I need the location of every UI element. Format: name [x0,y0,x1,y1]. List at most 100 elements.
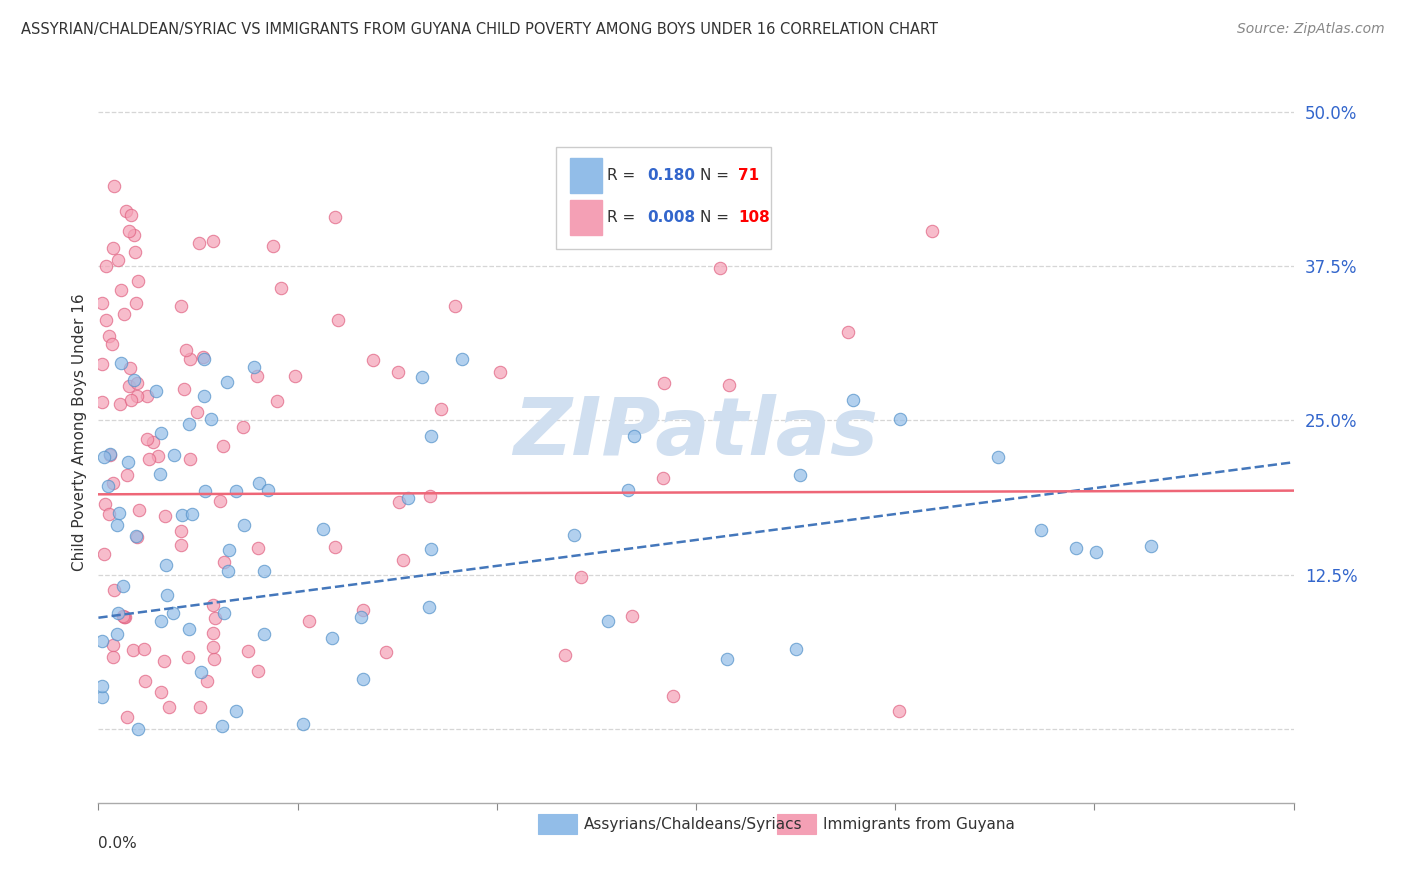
Text: Source: ZipAtlas.com: Source: ZipAtlas.com [1237,22,1385,37]
Point [94,497,117,511]
Point [117,455,139,469]
Point [100,337,122,351]
Point [247,475,270,490]
Point [193,351,215,366]
Point [134,641,156,656]
Point [150,614,173,628]
Point [149,685,172,699]
Point [420,542,443,557]
Point [621,609,644,624]
Point [110,283,132,297]
Point [98,447,121,461]
Point [103,583,125,598]
Point [181,508,204,522]
Point [554,648,576,662]
Point [103,178,125,193]
Point [179,452,201,467]
Point [91,357,114,371]
Point [157,700,180,714]
Point [138,452,160,467]
Point [146,449,169,463]
Point [562,528,585,542]
Point [396,491,419,505]
Point [215,375,238,389]
Point [153,508,176,523]
Point [1064,541,1087,555]
Point [103,476,125,491]
Bar [776,814,815,834]
Text: Immigrants from Guyana: Immigrants from Guyana [824,817,1015,831]
Text: 108: 108 [738,210,769,225]
Point [236,644,259,658]
Point [321,632,343,646]
Point [98,448,121,462]
Point [136,432,159,446]
Point [112,307,135,321]
Point [243,360,266,375]
Point [284,369,307,384]
Point [177,622,200,636]
Point [174,343,197,358]
Point [211,439,233,453]
Point [253,627,276,641]
Point [217,565,239,579]
Text: 0.008: 0.008 [647,210,696,225]
Point [118,224,141,238]
Point [114,610,136,624]
Point [312,522,335,536]
Point [162,606,184,620]
Point [127,274,149,288]
Point [190,665,212,680]
Point [170,538,193,552]
Point [247,541,270,555]
Point [488,366,510,380]
Point [107,607,129,621]
Point [105,627,128,641]
Point [292,717,315,731]
Point [120,392,142,407]
Point [212,555,235,569]
Point [889,704,911,718]
Point [247,664,270,678]
Point [108,397,131,411]
Point [98,508,121,522]
Point [231,420,253,434]
Point [201,626,224,640]
Point [125,389,148,403]
Point [921,224,943,238]
Point [298,614,321,628]
Point [142,434,165,449]
Point [323,211,346,225]
Point [352,603,374,617]
Point [266,393,288,408]
Point [120,208,142,222]
Point [93,547,115,561]
Text: 0.180: 0.180 [647,169,695,183]
Point [209,493,232,508]
Point [451,351,474,366]
Point [173,382,195,396]
Point [789,467,811,482]
Point [145,384,167,398]
Point [218,543,240,558]
Point [214,606,236,620]
Point [169,299,191,313]
Point [662,689,685,703]
Point [107,252,129,267]
Text: N =: N = [700,169,734,183]
Point [136,389,159,403]
Point [115,709,138,723]
Bar [537,814,578,834]
Point [107,506,129,520]
Point [125,296,148,310]
Point [257,483,280,497]
Point [569,570,592,584]
Point [598,614,620,628]
Point [889,412,911,426]
Point [122,373,145,387]
Point [842,393,865,408]
Point [204,611,226,625]
Point [430,402,453,417]
Point [125,376,148,391]
Point [388,495,411,509]
